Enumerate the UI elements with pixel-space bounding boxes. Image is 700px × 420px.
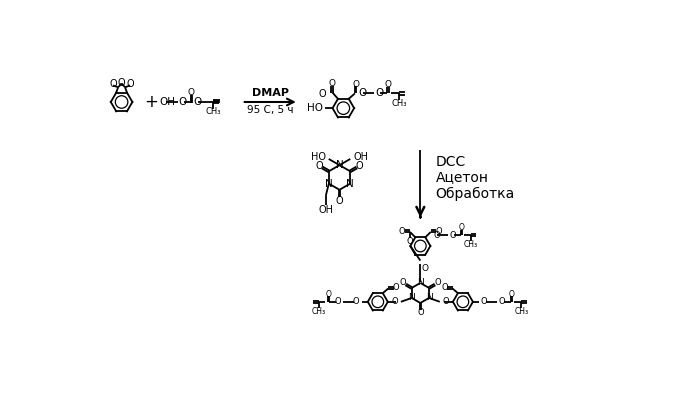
- Text: N: N: [408, 294, 415, 302]
- Text: N: N: [325, 178, 332, 189]
- Text: O: O: [421, 264, 428, 273]
- Text: CH₃: CH₃: [312, 307, 326, 315]
- Text: O: O: [384, 81, 391, 89]
- Text: O: O: [316, 161, 323, 171]
- Text: O: O: [118, 78, 125, 88]
- Text: O: O: [458, 223, 465, 232]
- Text: O: O: [498, 297, 505, 306]
- Text: O: O: [178, 97, 187, 107]
- Text: O: O: [433, 231, 440, 239]
- Text: O: O: [328, 79, 335, 88]
- Text: DMAP: DMAP: [252, 88, 288, 98]
- Text: O: O: [508, 290, 514, 299]
- Text: O: O: [417, 308, 424, 318]
- Text: O: O: [352, 80, 359, 89]
- Text: HO: HO: [311, 152, 326, 162]
- Text: O: O: [109, 79, 117, 89]
- Text: O: O: [449, 231, 456, 239]
- Text: O: O: [353, 297, 359, 306]
- Text: Ацетон: Ацетон: [435, 171, 489, 184]
- Text: O: O: [442, 297, 449, 306]
- Text: O: O: [407, 236, 413, 246]
- Text: O: O: [356, 161, 363, 171]
- Text: O: O: [481, 297, 487, 306]
- Text: O: O: [435, 278, 441, 287]
- Text: O: O: [435, 227, 442, 236]
- Text: O: O: [126, 79, 134, 89]
- Text: O: O: [336, 196, 343, 205]
- Text: O: O: [326, 290, 332, 299]
- Text: N: N: [417, 278, 424, 287]
- Text: OH: OH: [318, 205, 333, 215]
- Text: N: N: [426, 294, 433, 302]
- Text: CH₃: CH₃: [463, 240, 478, 249]
- Text: N: N: [346, 178, 354, 189]
- Text: CH₃: CH₃: [514, 307, 528, 315]
- Text: O: O: [193, 97, 202, 107]
- Text: 95 C, 5 ч: 95 C, 5 ч: [247, 105, 293, 116]
- Text: CH₃: CH₃: [391, 99, 407, 108]
- Text: O: O: [335, 297, 342, 306]
- Text: CH₃: CH₃: [206, 108, 221, 116]
- Text: +: +: [144, 93, 158, 111]
- Text: O: O: [392, 297, 398, 306]
- Text: DCC: DCC: [435, 155, 466, 169]
- Text: Обработка: Обработка: [435, 187, 515, 202]
- Text: HO: HO: [307, 103, 323, 113]
- Text: O: O: [376, 89, 384, 98]
- Text: OH: OH: [160, 97, 175, 107]
- Text: O: O: [399, 227, 405, 236]
- Text: N: N: [335, 160, 344, 170]
- Text: O: O: [393, 283, 399, 292]
- Text: OH: OH: [354, 152, 368, 162]
- Text: O: O: [358, 89, 366, 98]
- Text: O: O: [188, 88, 195, 97]
- Text: O: O: [318, 89, 326, 99]
- Text: O: O: [442, 283, 448, 292]
- Text: O: O: [400, 278, 406, 287]
